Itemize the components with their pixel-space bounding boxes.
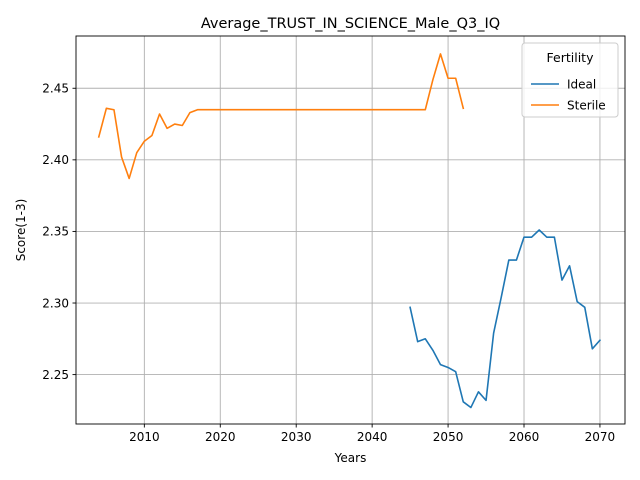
legend-box: [521, 42, 619, 118]
legend-label-ideal: Ideal: [567, 77, 596, 91]
y-tick-label: 2.30: [42, 296, 69, 310]
legend-label-sterile: Sterile: [567, 98, 606, 112]
x-tick-label: 2060: [509, 430, 540, 444]
legend-title: Fertility: [547, 50, 595, 65]
series-line-sterile: [97, 53, 465, 180]
y-tick-label: 2.45: [42, 82, 69, 96]
plot-area-frame: [75, 35, 626, 425]
y-tick-label: 2.40: [42, 153, 69, 167]
series-line-ideal: [409, 229, 602, 409]
legend: Fertility Ideal Sterile: [521, 42, 619, 118]
x-axis-label: Years: [334, 451, 367, 465]
chart-title: Average_TRUST_IN_SCIENCE_Male_Q3_IQ: [201, 16, 500, 32]
grid-lines: [76, 36, 625, 424]
x-tick-label: 2010: [129, 430, 160, 444]
legend-entries: Ideal Sterile: [531, 77, 606, 112]
x-tick-label: 2070: [585, 430, 616, 444]
y-axis-label: Score(1-3): [14, 199, 28, 262]
x-tick-label: 2020: [205, 430, 236, 444]
x-tick-label: 2050: [433, 430, 464, 444]
y-tick-label: 2.25: [42, 368, 69, 382]
series-lines: [97, 53, 602, 409]
x-tick-label: 2040: [357, 430, 388, 444]
x-tick-label: 2030: [281, 430, 312, 444]
axis-ticks: 2010 2020 2030 2040 2050 2060 2070 2.25 2.30 2.35…: [42, 82, 615, 444]
y-tick-label: 2.35: [42, 225, 69, 239]
